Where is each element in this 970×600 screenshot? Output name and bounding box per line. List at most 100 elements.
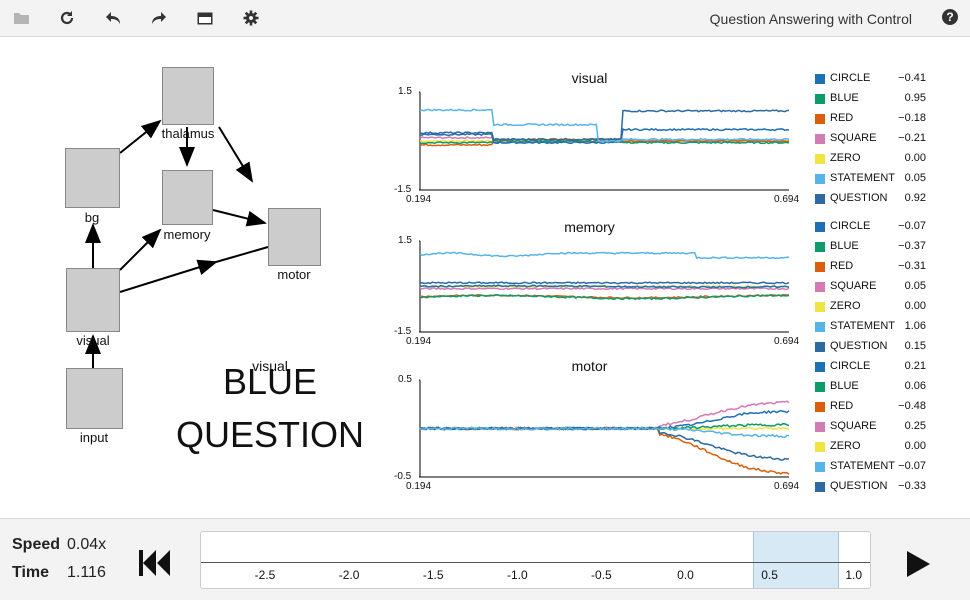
node-label-motor: motor bbox=[277, 267, 311, 282]
legend-name: CIRCLE bbox=[830, 220, 871, 232]
series-line-square bbox=[419, 287, 790, 291]
edge-visual-motor bbox=[119, 259, 218, 293]
legend-row-square[interactable]: SQUARE 0.25 bbox=[815, 420, 965, 434]
timeline-axis bbox=[201, 562, 870, 563]
legend-row-square[interactable]: SQUARE 0.05 bbox=[815, 280, 965, 294]
legend-swatch bbox=[815, 462, 825, 472]
legend-value: 0.00 bbox=[904, 300, 926, 312]
legend-name: RED bbox=[830, 260, 854, 272]
legend-value: 0.25 bbox=[904, 420, 926, 432]
x-tick-label: 0.694 bbox=[774, 481, 800, 492]
legend-row-statement[interactable]: STATEMENT 0.05 bbox=[815, 172, 965, 186]
playback-controls: Speed 0.04x Time 1.116 -2.5 -2.0 -1.5 -1.0-… bbox=[0, 518, 970, 600]
legend-row-blue[interactable]: BLUE −0.37 bbox=[815, 240, 965, 254]
legend-row-red[interactable]: RED −0.18 bbox=[815, 112, 965, 126]
legend-name: ZERO bbox=[830, 440, 861, 452]
undo-icon[interactable] bbox=[100, 6, 126, 30]
visual-display-title: visual bbox=[252, 358, 288, 374]
legend-name: RED bbox=[830, 400, 854, 412]
node-memory[interactable] bbox=[162, 170, 213, 225]
timeline-tick-label: -0.5 bbox=[591, 568, 612, 582]
legend-row-circle[interactable]: CIRCLE 0.21 bbox=[815, 360, 965, 374]
legend-row-zero[interactable]: ZERO 0.00 bbox=[815, 152, 965, 166]
edge-bg-thalamus bbox=[119, 119, 162, 154]
plot-memory bbox=[419, 240, 790, 333]
legend-row-question[interactable]: QUESTION 0.92 bbox=[815, 192, 965, 206]
series-line-question bbox=[419, 109, 790, 142]
gear-icon[interactable] bbox=[238, 6, 264, 30]
display-word-1: BLUE bbox=[222, 361, 318, 402]
timeline-selection[interactable] bbox=[752, 532, 839, 588]
node-bg[interactable] bbox=[65, 148, 120, 208]
plot-title: visual bbox=[571, 70, 608, 86]
legend-swatch bbox=[815, 322, 825, 332]
legend-row-question[interactable]: QUESTION 0.15 bbox=[815, 340, 965, 354]
legend-value: −0.21 bbox=[898, 132, 926, 144]
legend-swatch bbox=[815, 242, 825, 252]
node-label-input: input bbox=[79, 430, 109, 445]
legend-row-red[interactable]: RED −0.48 bbox=[815, 400, 965, 414]
play-button[interactable] bbox=[904, 549, 932, 579]
legend-name: RED bbox=[830, 112, 854, 124]
legend-name: SQUARE bbox=[830, 420, 877, 432]
legend-name: ZERO bbox=[830, 152, 861, 164]
legend-value: −0.48 bbox=[898, 400, 926, 412]
redo-icon[interactable] bbox=[146, 6, 172, 30]
y-tick-label: -1.5 bbox=[394, 326, 412, 337]
legend-row-question[interactable]: QUESTION −0.33 bbox=[815, 480, 965, 494]
node-input[interactable] bbox=[66, 368, 123, 429]
node-thalamus[interactable] bbox=[162, 67, 214, 125]
legend-row-statement[interactable]: STATEMENT −0.07 bbox=[815, 460, 965, 474]
y-tick-label: -1.5 bbox=[394, 184, 412, 195]
legend-row-statement[interactable]: STATEMENT 1.06 bbox=[815, 320, 965, 334]
display-word-2: QUESTION bbox=[175, 414, 364, 455]
plot-title: memory bbox=[564, 219, 615, 235]
legend-swatch bbox=[815, 114, 825, 124]
legend-value: −0.07 bbox=[898, 460, 926, 472]
legend-value: −0.18 bbox=[898, 112, 926, 124]
legend-row-blue[interactable]: BLUE 0.06 bbox=[815, 380, 965, 394]
legend-row-circle[interactable]: CIRCLE −0.07 bbox=[815, 220, 965, 234]
legend-value: −0.37 bbox=[898, 240, 926, 252]
x-tick-label: 0.194 bbox=[406, 481, 432, 492]
toolbar: Question Answering with Control ? bbox=[0, 0, 970, 37]
legend-swatch bbox=[815, 94, 825, 104]
edge-memory-motor bbox=[212, 209, 267, 227]
time-label: Time bbox=[12, 564, 50, 581]
refresh-icon[interactable] bbox=[54, 6, 80, 30]
node-motor[interactable] bbox=[268, 208, 321, 266]
plot-title: motor bbox=[571, 358, 608, 374]
legend-name: BLUE bbox=[830, 380, 859, 392]
timeline[interactable]: -2.5 -2.0 -1.5 -1.0 -0.5 0.0 0.5 1.0 bbox=[200, 531, 871, 589]
play-icon bbox=[907, 551, 930, 577]
timeline-tick-label: -2.5 bbox=[254, 568, 276, 582]
legend-name: CIRCLE bbox=[830, 360, 871, 372]
card-icon[interactable] bbox=[192, 6, 218, 30]
y-tick-label: 1.5 bbox=[398, 86, 412, 97]
legend-swatch bbox=[815, 134, 825, 144]
legend-row-zero[interactable]: ZERO 0.00 bbox=[815, 440, 965, 454]
skip-back-icon bbox=[139, 550, 170, 576]
skip-back-button[interactable] bbox=[137, 547, 171, 579]
legend-row-zero[interactable]: ZERO 0.00 bbox=[815, 300, 965, 314]
series-line-statement bbox=[419, 426, 790, 438]
main-area: thalamus bg memory motor visual input vi… bbox=[0, 37, 970, 518]
timeline-tick-label: -1.5 bbox=[422, 568, 444, 582]
legend-row-blue[interactable]: BLUE 0.95 bbox=[815, 92, 965, 106]
speed-value[interactable]: 0.04x bbox=[67, 536, 107, 553]
legend-swatch bbox=[815, 282, 825, 292]
legend-name: STATEMENT bbox=[830, 460, 895, 472]
legend-row-red[interactable]: RED −0.31 bbox=[815, 260, 965, 274]
node-visual[interactable] bbox=[66, 268, 120, 332]
help-icon[interactable]: ? bbox=[942, 9, 958, 25]
legend-value: 0.05 bbox=[904, 172, 926, 184]
legend-swatch bbox=[815, 382, 825, 392]
legend-value: −0.33 bbox=[898, 480, 926, 492]
legend-row-circle[interactable]: CIRCLE −0.41 bbox=[815, 72, 965, 86]
folder-open-icon[interactable] bbox=[9, 6, 35, 30]
series-line-statement bbox=[419, 251, 789, 260]
legend-value: 0.06 bbox=[904, 380, 926, 392]
y-tick-label: -0.5 bbox=[394, 471, 412, 482]
timeline-tick-label: -2.0 bbox=[338, 568, 360, 582]
legend-row-square[interactable]: SQUARE −0.21 bbox=[815, 132, 965, 146]
